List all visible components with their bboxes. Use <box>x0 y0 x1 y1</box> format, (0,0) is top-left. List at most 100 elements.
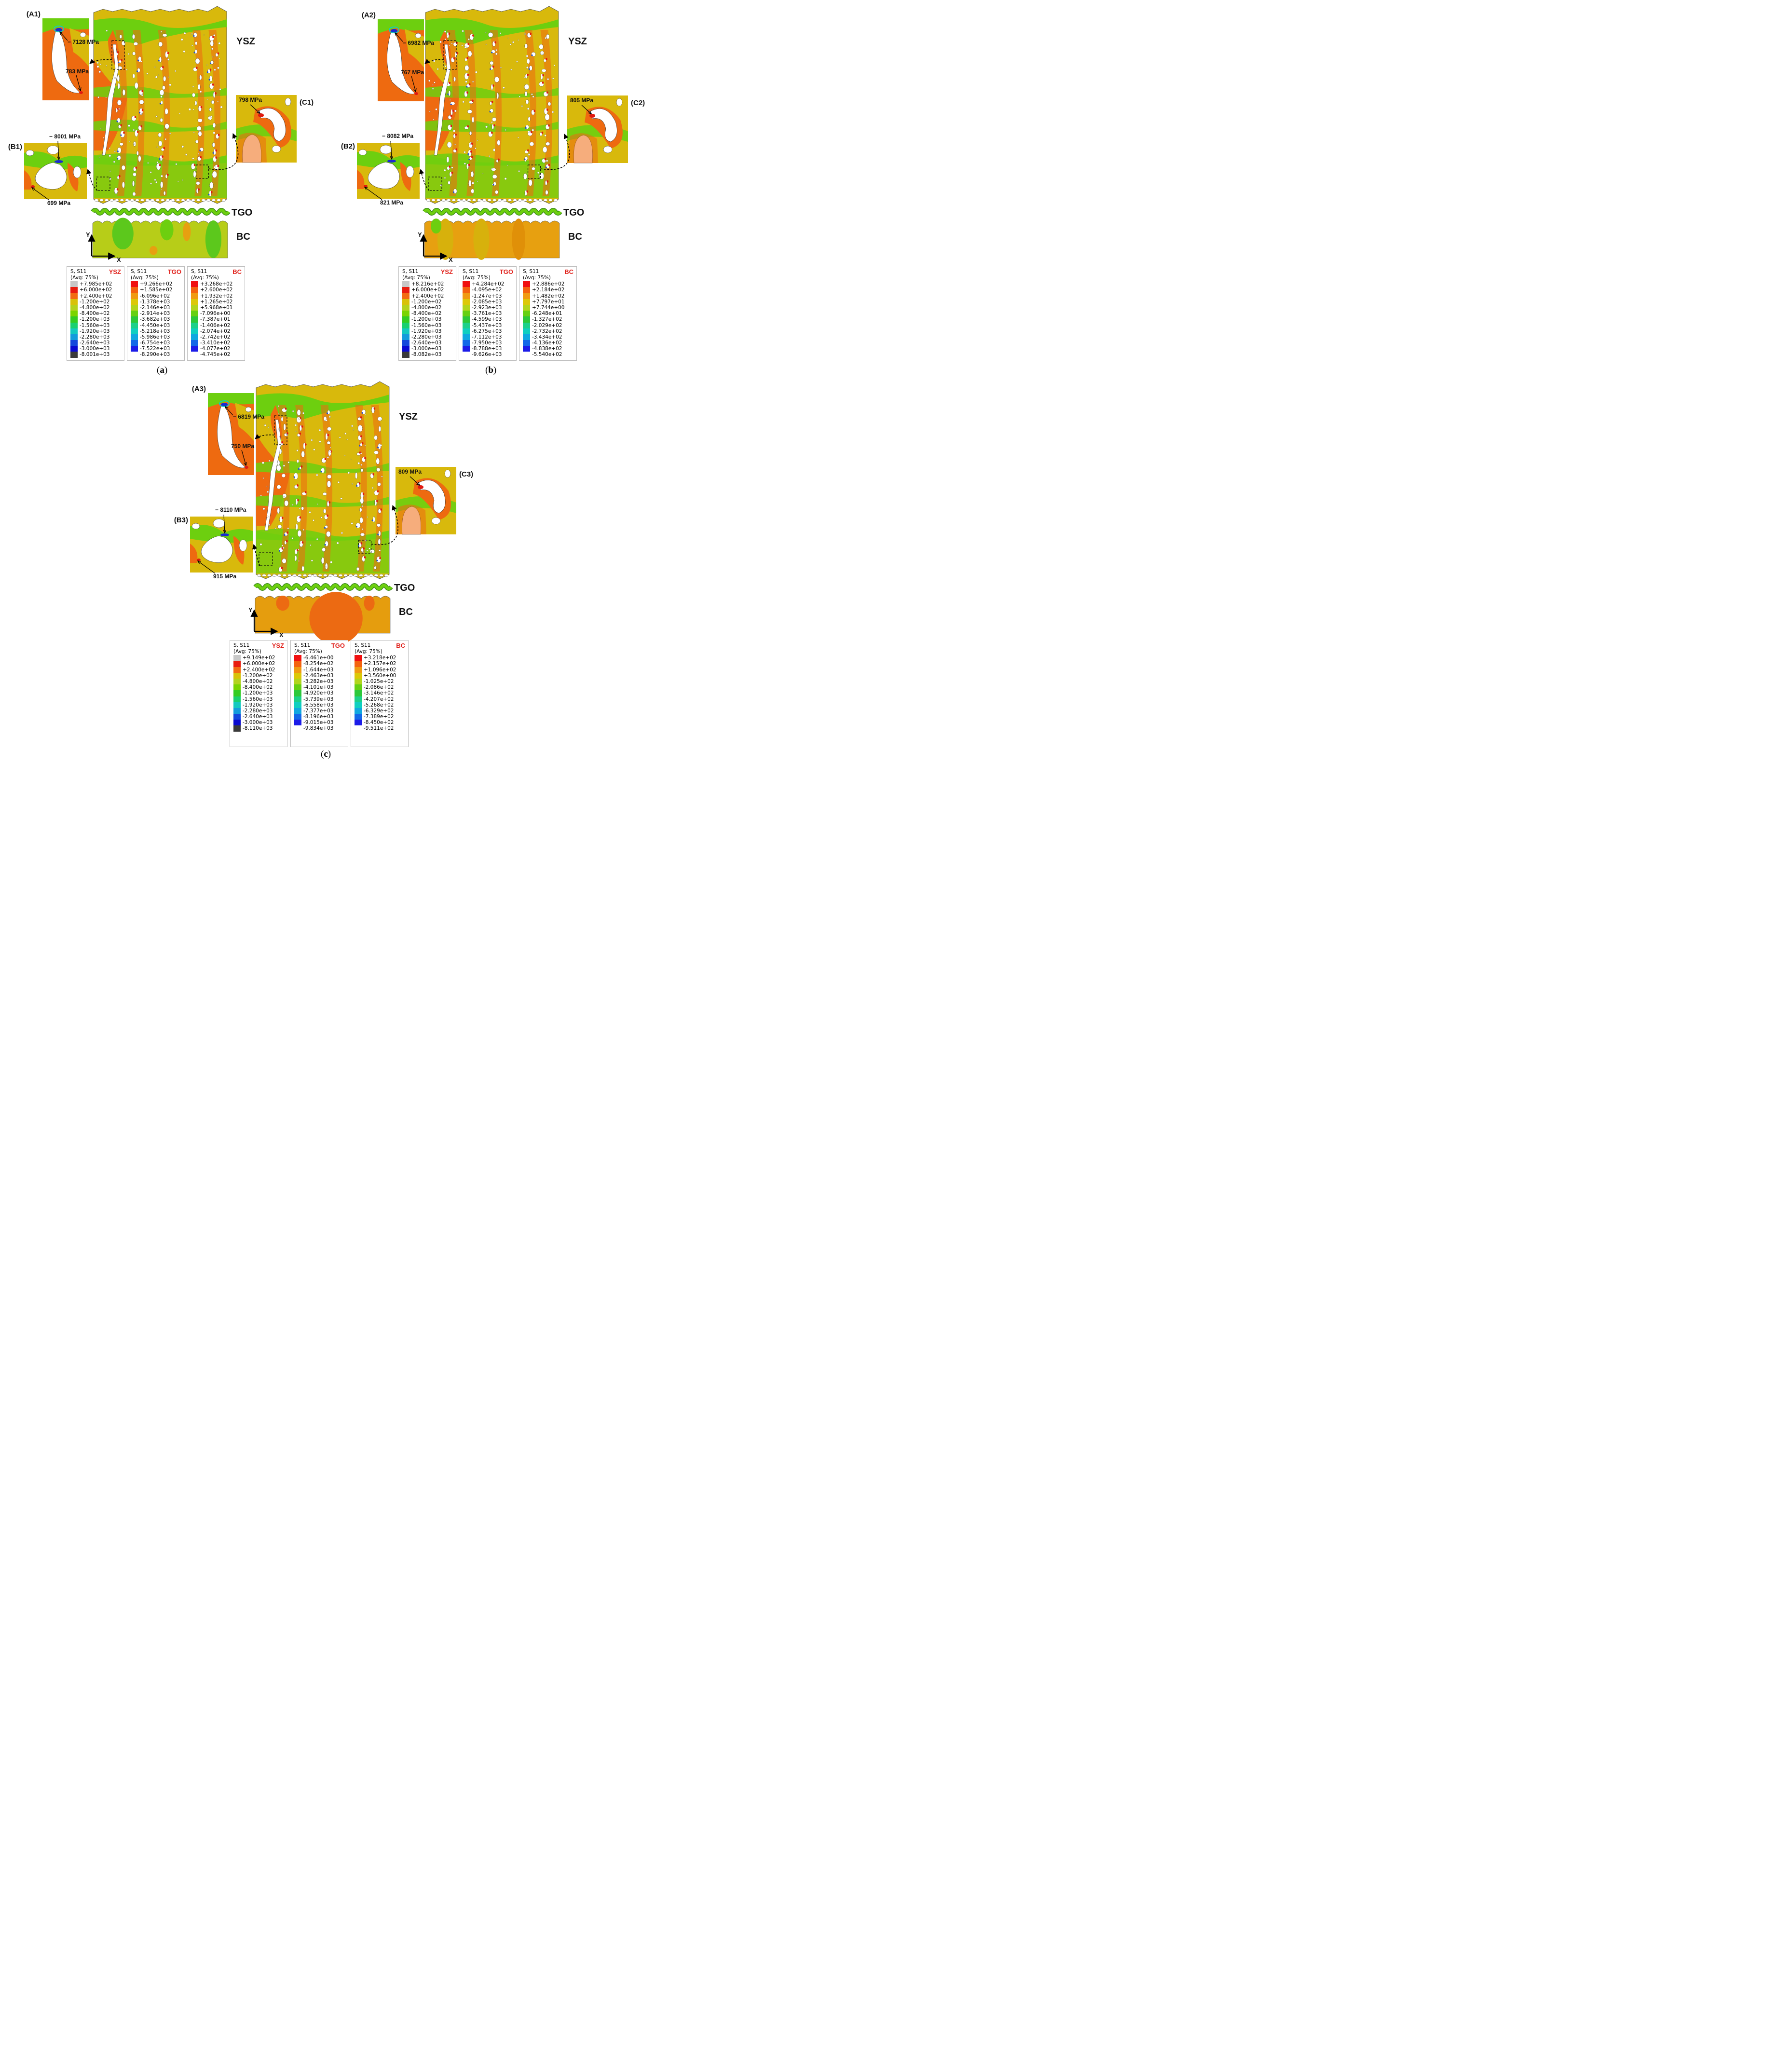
inset-a-band <box>42 18 89 33</box>
pore <box>360 443 362 447</box>
legend-swatch <box>70 328 78 334</box>
legend-swatch <box>294 702 301 708</box>
pore <box>132 180 135 187</box>
tensile-peak <box>245 466 248 469</box>
pore <box>376 458 380 464</box>
legend-row: -8.254e+02 <box>294 661 345 667</box>
pore <box>525 74 528 79</box>
compressive-peak <box>159 103 162 105</box>
caption-a: (a) <box>157 365 168 375</box>
inset-a <box>42 18 89 100</box>
pore <box>191 33 193 35</box>
pore <box>194 100 197 106</box>
pore <box>215 53 218 57</box>
pore <box>351 425 354 427</box>
legend-row: -2.640e+03 <box>233 714 284 720</box>
pore <box>464 58 467 62</box>
legend-swatch <box>294 708 301 714</box>
legend-row: -2.463e+03 <box>294 672 345 679</box>
inset-a-band <box>378 19 424 34</box>
legend-swatch <box>233 661 241 667</box>
legend-variable: S, S11 <box>70 269 87 274</box>
interface-pore <box>467 199 471 202</box>
pore <box>311 439 313 441</box>
interface-pore <box>120 199 124 202</box>
pore <box>212 142 215 148</box>
compressive-peak <box>212 152 214 154</box>
legend-value: -6.275e+03 <box>472 328 502 334</box>
legend-row: -1.406e+02 <box>191 322 242 328</box>
legend-value: -3.000e+03 <box>80 346 110 352</box>
pore <box>415 33 422 39</box>
pore <box>523 173 527 180</box>
legend-row: -3.000e+03 <box>233 720 284 726</box>
tensile-peak <box>281 567 283 569</box>
pore <box>467 109 472 114</box>
pore <box>278 413 280 414</box>
ysz-contour-block <box>93 6 227 204</box>
tensile-peak <box>453 57 455 60</box>
legend-swatch <box>233 667 241 673</box>
pore <box>118 108 120 110</box>
callout-a-min: − 6982 MPa <box>403 40 434 46</box>
inset-c-pore <box>417 480 446 514</box>
legend-value: +5.968e+01 <box>200 304 233 311</box>
callout-a-max-arrow <box>241 450 246 465</box>
tensile-peak <box>455 133 457 136</box>
pore <box>451 166 453 169</box>
tensile-peak <box>361 442 364 445</box>
callout-a-max: 783 MPa <box>66 68 89 75</box>
pore <box>490 101 492 106</box>
legend-value: -4.800e+02 <box>243 678 273 684</box>
legend-swatch <box>463 328 470 334</box>
pore <box>448 90 451 96</box>
pore <box>133 143 135 145</box>
callout-a-min-arrow <box>225 407 233 416</box>
legend-swatch <box>233 714 241 720</box>
ysz-contour-block <box>425 6 559 204</box>
stress-band <box>256 531 389 573</box>
pore <box>464 163 466 165</box>
callout-a-max-arrow <box>76 75 81 91</box>
legend-row: -4.800e+02 <box>70 304 121 311</box>
legend-swatch <box>523 340 530 346</box>
bc-stress-zone <box>112 218 134 250</box>
legend-value: -1.644e+03 <box>303 667 334 673</box>
pore <box>213 92 216 98</box>
interface-pore <box>364 574 368 577</box>
tensile-peak <box>449 82 451 84</box>
legend-value: -1.247e+03 <box>472 293 502 299</box>
legend-row: -4.599e+03 <box>463 316 513 323</box>
legend-swatch <box>463 340 470 346</box>
tensile-peak <box>380 508 382 511</box>
pore <box>503 86 505 89</box>
legend-averaging: (Avg: 75%) <box>402 275 430 281</box>
pore <box>519 95 520 97</box>
interface-pore <box>369 574 373 577</box>
callout-b-max-arrow <box>198 561 216 574</box>
legend-value: -3.000e+03 <box>411 346 442 352</box>
tensile-peak <box>493 124 495 127</box>
compressive-peak <box>199 150 201 151</box>
pore <box>327 410 330 415</box>
interface-pore <box>492 199 497 202</box>
legend-value: -6.329e+02 <box>364 708 394 714</box>
legend-value: -4.800e+02 <box>411 304 442 311</box>
stress-band <box>425 155 559 198</box>
pore <box>100 63 102 65</box>
pore <box>377 523 381 527</box>
zoom-link-c <box>208 133 239 170</box>
compressive-peak <box>356 485 358 487</box>
pore <box>132 34 136 40</box>
callout-c-max: 798 MPa <box>239 96 262 103</box>
pore <box>158 41 163 47</box>
pore <box>434 82 436 83</box>
pore <box>109 154 111 157</box>
pore <box>449 44 450 46</box>
legend-bc-b: S, S11 BC (Avg: 75%) +2.886e+02 +2.184e+02 +1… <box>519 266 577 361</box>
interface-pore <box>115 199 119 202</box>
compressive-peak <box>525 127 527 129</box>
inset-a-zone <box>235 403 254 441</box>
pore <box>313 519 314 521</box>
pore <box>213 518 225 528</box>
